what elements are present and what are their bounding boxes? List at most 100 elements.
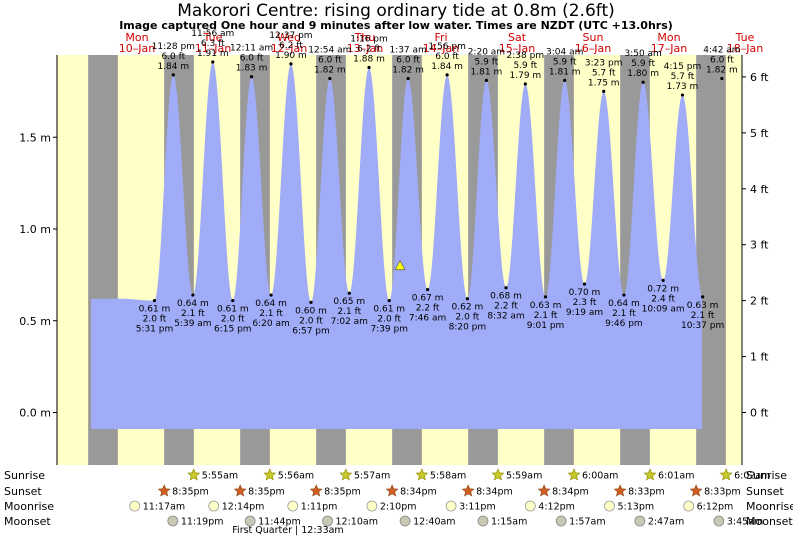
moonset-icon — [167, 515, 179, 527]
chart-title: Makorori Centre: rising ordinary tide at… — [177, 1, 615, 21]
low-tide-marker — [387, 298, 391, 303]
day-name-label: Fri — [434, 31, 447, 44]
moonset-icon — [634, 515, 646, 527]
low-tide-ft-label: 2.1 ft — [181, 309, 205, 319]
high-tide-time-label: 3:04 am — [546, 47, 583, 57]
high-tide-m-label: 1.83 m — [236, 64, 268, 74]
moonset-time-label: 1:15am — [491, 517, 527, 528]
moonrise-time-label: 1:11pm — [301, 502, 338, 513]
moonrise-icon — [445, 500, 457, 512]
tide-curve — [91, 62, 702, 430]
day-name-label: Mon — [125, 31, 148, 44]
high-tide-time-label: 11:56 am — [191, 29, 234, 39]
high-tide-ft-label: 6.0 ft — [318, 56, 342, 66]
low-tide-time-label: 7:46 am — [409, 314, 446, 324]
astro-row-label-left: Sunset — [4, 485, 42, 498]
moonrise-time-label: 11:17am — [143, 502, 185, 513]
day-date-label: 12–Jan — [271, 42, 307, 55]
high-tide-m-label: 1.82 m — [706, 66, 738, 76]
low-tide-ft-label: 2.1 ft — [337, 307, 361, 317]
high-tide-m-label: 1.91 m — [197, 49, 229, 59]
astro-table: Sunrise Sunrise Sunset Sunset Moonrise Moonri… — [4, 468, 793, 536]
moonrise-time-label: 6:12pm — [697, 502, 734, 513]
day-name-label: Tue — [735, 31, 755, 44]
high-tide-ft-label: 5.9 ft — [475, 57, 499, 67]
moonset-time-label: 1:57am — [569, 517, 605, 528]
axes: 0.0 m 0.5 m 1.0 m 1.5 m 0 ft 1 ft 2 ft 3 ft 4 ft… — [19, 31, 769, 465]
astro-row-label-left: Moonset — [4, 515, 51, 528]
low-tide-m-label: 0.65 m — [333, 297, 365, 307]
low-tide-marker — [347, 291, 351, 295]
low-tide-m-label: 0.62 m — [452, 303, 484, 313]
sunset-time-label: 8:35pm — [324, 487, 361, 498]
sunset-icon — [157, 484, 171, 497]
moonset-time-label: 12:10am — [336, 517, 378, 528]
sunrise-icon — [491, 468, 505, 481]
sunrise-time-label: 6:00am — [582, 471, 618, 482]
astro-row-label-right: Moonrise — [746, 500, 793, 513]
day-date-label: 10–Jan — [119, 42, 155, 55]
moonrise-icon — [287, 500, 299, 512]
high-tide-marker — [563, 78, 567, 82]
low-tide-time-label: 5:31 pm — [136, 325, 174, 335]
low-tide-marker — [231, 298, 235, 303]
sunrise-icon — [643, 468, 657, 481]
high-tide-ft-label: 5.9 ft — [631, 59, 655, 69]
low-tide-marker — [543, 295, 548, 299]
low-tide-marker — [152, 298, 157, 303]
high-tide-time-label: 2:38 pm — [507, 51, 545, 61]
high-tide-m-label: 1.84 m — [157, 62, 189, 72]
high-tide-time-label: 4:42 am — [703, 46, 740, 56]
high-tide-time-label: 12:54 am — [308, 46, 351, 56]
high-tide-ft-label: 6.0 ft — [161, 52, 185, 62]
moonrise-icon — [208, 500, 220, 512]
low-tide-marker — [582, 282, 587, 286]
low-tide-m-label: 0.61 m — [373, 305, 405, 315]
moonset-icon — [322, 515, 333, 527]
low-tide-m-label: 0.72 m — [647, 284, 679, 294]
sunset-time-label: 8:34pm — [400, 487, 437, 498]
high-tide-marker — [406, 76, 410, 81]
high-tide-marker — [680, 93, 685, 97]
y-tick-label-ft: 1 ft — [750, 351, 769, 364]
sunset-icon — [613, 484, 627, 497]
high-tide-ft-label: 6.2 ft — [279, 41, 303, 51]
day-date-label: 15–Jan — [499, 42, 535, 55]
sunrise-icon — [567, 468, 581, 481]
sunrise-time-label: 5:57am — [354, 471, 390, 482]
high-tide-time-label: 11:28 pm — [152, 42, 195, 52]
high-tide-m-label: 1.79 m — [510, 71, 542, 81]
moonset-time-label: 2:47am — [648, 517, 684, 528]
low-tide-ft-label: 2.1 ft — [612, 309, 636, 319]
sunset-icon — [461, 484, 475, 497]
sunrise-time-label: 5:55am — [202, 471, 238, 482]
low-tide-ft-label: 2.1 ft — [259, 309, 283, 319]
sunrise-icon — [187, 468, 201, 481]
day-name-label: Tue — [203, 31, 223, 44]
moon-phase-label: First Quarter | 12:33am — [232, 525, 343, 536]
day-name-label: Sat — [508, 31, 527, 44]
low-tide-ft-label: 2.1 ft — [691, 311, 715, 321]
sunset-icon — [537, 484, 551, 497]
low-tide-ft-label: 2.2 ft — [416, 304, 440, 314]
moonset-time-label: 3:45am — [727, 517, 763, 528]
low-tide-ft-label: 2.0 ft — [299, 316, 323, 326]
low-tide-time-label: 5:39 am — [174, 319, 211, 329]
sunrise-icon — [719, 468, 733, 481]
moonrise-time-label: 2:10pm — [380, 502, 417, 513]
astro-row-label-right: Sunset — [746, 485, 784, 498]
high-tide-ft-label: 6.0 ft — [435, 52, 459, 62]
y-tick-label-m: 1.5 m — [19, 131, 51, 144]
day-date-label: 13–Jan — [347, 42, 383, 55]
high-tide-time-label: 3:23 pm — [585, 58, 623, 68]
high-tide-ft-label: 6.2 ft — [357, 45, 381, 55]
sunrise-time-label: 5:58am — [430, 471, 466, 482]
y-tick-label-m: 0.0 m — [19, 407, 51, 420]
sunrise-icon — [263, 468, 277, 481]
y-tick-label-m: 0.5 m — [19, 315, 51, 328]
day-date-label: 14–Jan — [423, 42, 459, 55]
moonset-time-label: 11:44pm — [258, 517, 301, 528]
high-tide-ft-label: 5.7 ft — [671, 72, 695, 82]
moonrise-icon — [524, 500, 536, 512]
